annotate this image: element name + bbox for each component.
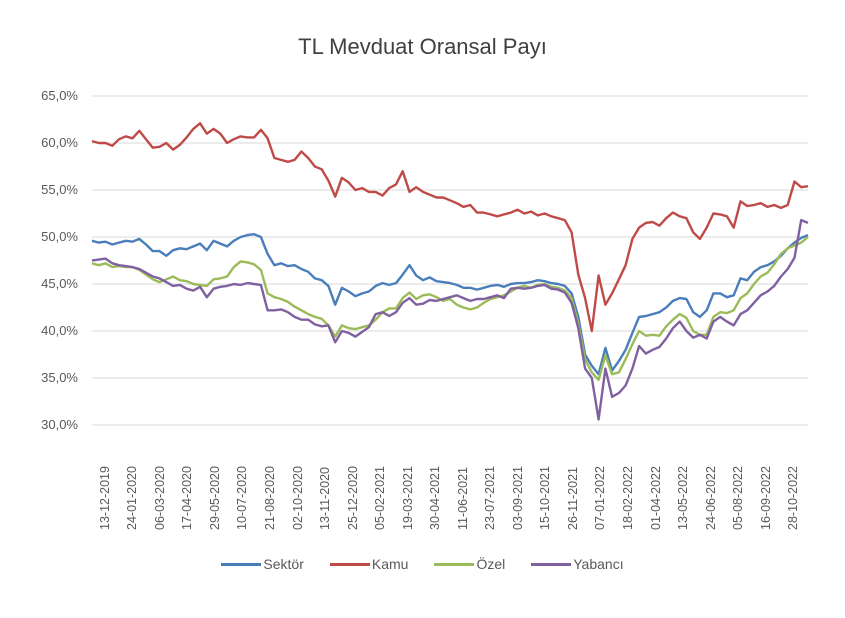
y-tick-label: 50,0% [41,229,78,244]
legend-swatch [221,562,262,566]
legend-swatch [531,562,572,566]
x-tick-label: 25-12-2020 [345,466,360,530]
x-tick-label: 17-04-2020 [180,466,195,530]
x-tick-label: 02-10-2020 [290,466,305,530]
x-tick-label: 18-02-2022 [621,466,635,530]
x-tick-label: 15-10-2021 [538,466,553,530]
legend-label: Kamu [371,556,409,572]
x-tick-label: 13-11-2020 [318,466,333,530]
series-line-sektör [91,232,809,376]
x-tick-label: 05-02-2021 [373,466,388,530]
x-tick-label: 29-05-2020 [207,466,222,530]
x-tick-label: 24-06-2022 [703,466,718,530]
y-tick-label: 30,0% [41,417,78,432]
series-line-özel [91,236,809,382]
series-line-kamu [91,122,809,333]
y-tick-label: 40,0% [41,323,78,338]
x-tick-label: 30-04-2021 [428,466,443,530]
y-tick-label: 35,0% [41,370,78,385]
legend-label: Özel [476,556,506,572]
y-tick-label: 65,0% [41,88,78,103]
x-tick-label: 16-09-2022 [758,466,773,530]
y-tick-label: 45,0% [41,276,78,291]
chart-legend: Sektör Kamu Özel Yabancı [0,556,845,572]
legend-item: Yabancı [531,556,624,572]
x-tick-label: 13-05-2022 [676,466,691,530]
x-tick-label: 24-01-2020 [125,466,140,530]
y-tick-label: 55,0% [41,182,78,197]
x-tick-label: 21-08-2020 [263,466,277,530]
legend-item: Özel [434,556,505,572]
x-tick-label: 28-10-2022 [786,466,801,530]
legend-item: Kamu [329,556,409,572]
y-tick-label: 60,0% [41,135,78,150]
x-tick-label: 23-07-2021 [483,466,498,530]
x-tick-label: 19-03-2021 [400,466,415,530]
legend-label: Yabancı [573,556,624,572]
x-tick-label: 06-03-2020 [152,466,167,530]
legend-label: Sektör [263,556,304,572]
x-tick-label: 03-09-2021 [510,466,525,530]
legend-swatch [329,562,370,566]
x-tick-label: 10-07-2020 [235,466,250,530]
x-tick-label: 13-12-2019 [97,466,112,530]
chart-title: TL Mevduat Oransal Payı [298,34,547,59]
legend-swatch [434,562,475,566]
series-line-yabancı [91,218,809,421]
x-tick-label: 11-06-2021 [455,466,470,530]
x-tick-label: 05-08-2022 [731,466,746,530]
x-tick-label: 07-01-2022 [593,466,608,530]
x-tick-label: 26-11-2021 [565,466,580,530]
legend-item: Sektör [221,556,304,572]
x-tick-label: 01-04-2022 [648,466,663,530]
